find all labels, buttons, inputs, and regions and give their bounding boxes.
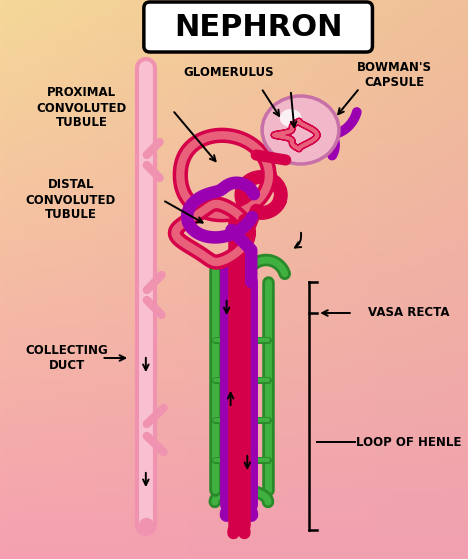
Text: LOOP OF HENLE: LOOP OF HENLE — [356, 435, 462, 448]
Ellipse shape — [262, 96, 339, 164]
FancyBboxPatch shape — [144, 2, 373, 52]
Ellipse shape — [280, 109, 301, 127]
Text: BOWMAN'S
CAPSULE: BOWMAN'S CAPSULE — [356, 61, 432, 89]
Text: GLOMERULUS: GLOMERULUS — [183, 65, 274, 78]
Text: NEPHRON: NEPHRON — [174, 12, 342, 41]
Text: COLLECTING
DUCT: COLLECTING DUCT — [26, 344, 109, 372]
Text: PROXIMAL
CONVOLUTED
TUBULE: PROXIMAL CONVOLUTED TUBULE — [36, 87, 127, 130]
Text: DISTAL
CONVOLUTED
TUBULE: DISTAL CONVOLUTED TUBULE — [26, 178, 116, 221]
Text: VASA RECTA: VASA RECTA — [368, 306, 450, 320]
